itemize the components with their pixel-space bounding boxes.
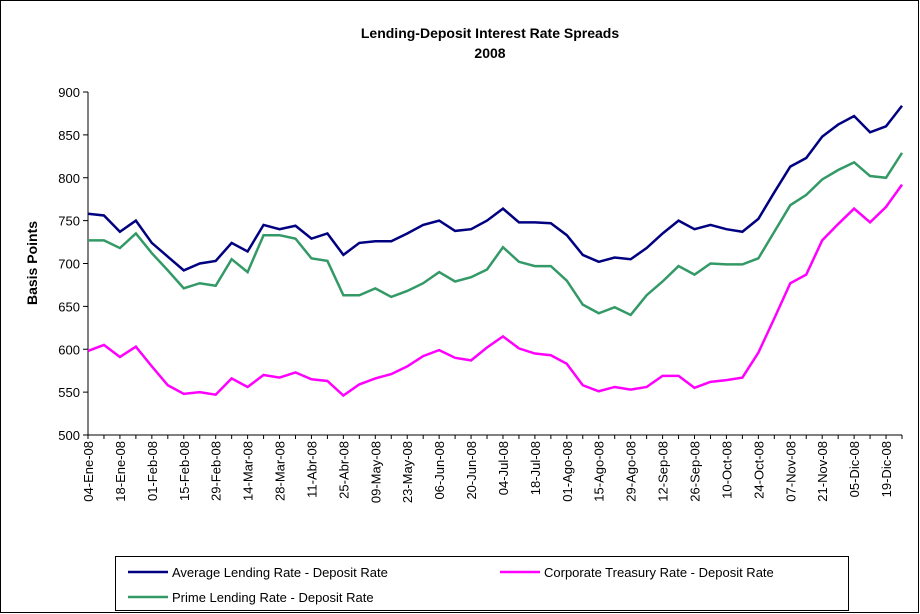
y-tick-label: 500 [58, 428, 80, 443]
chart-subtitle: 2008 [474, 45, 505, 61]
x-tick-label: 06-Jun-08 [432, 441, 447, 500]
x-tick-label: 07-Nov-08 [783, 441, 798, 502]
series-line [87, 104, 903, 272]
y-tick-label: 650 [58, 299, 80, 314]
legend-label: Prime Lending Rate - Deposit Rate [172, 590, 374, 605]
x-tick-label: 12-Sep-08 [656, 441, 671, 502]
y-tick-label: 850 [58, 128, 80, 143]
x-tick-label: 28-Mar-08 [273, 441, 288, 501]
x-tick-label: 11-Abr-08 [304, 441, 319, 498]
x-tick-label: 19-Dic-08 [879, 441, 894, 497]
x-tick-label: 15-Ago-08 [592, 441, 607, 502]
x-tick-label: 21-Nov-08 [815, 441, 830, 502]
y-tick-label: 750 [58, 214, 80, 229]
x-tick-label: 05-Dic-08 [847, 441, 862, 497]
y-tick-label: 900 [58, 85, 80, 100]
chart-title: Lending-Deposit Interest Rate Spreads [361, 25, 619, 41]
x-tick-label: 29-Ago-08 [624, 441, 639, 502]
x-tick-label: 01-Feb-08 [145, 441, 160, 501]
x-tick-label: 04-Jul-08 [496, 441, 511, 495]
y-tick-label: 550 [58, 385, 80, 400]
x-tick-label: 18-Ene-08 [113, 441, 128, 502]
series-line [88, 152, 904, 317]
y-tick-label: 700 [58, 257, 80, 272]
x-tick-label: 26-Sep-08 [688, 441, 703, 502]
legend [115, 556, 849, 611]
x-tick-label: 20-Jun-08 [464, 441, 479, 500]
x-tick-label: 24-Oct-08 [751, 441, 766, 499]
y-axis-label: Basis Points [24, 221, 40, 305]
y-tick-label: 800 [58, 171, 80, 186]
x-tick-label: 04-Ene-08 [81, 441, 96, 502]
x-tick-label: 10-Oct-08 [719, 441, 734, 499]
x-tick-label: 15-Feb-08 [177, 441, 192, 501]
x-tick-label: 18-Jul-08 [528, 441, 543, 495]
x-tick-label: 09-May-08 [368, 441, 383, 503]
x-tick-label: 25-Abr-08 [336, 441, 351, 499]
series-line [87, 183, 904, 398]
legend-label: Average Lending Rate - Deposit Rate [172, 565, 388, 580]
x-tick-label: 23-May-08 [400, 441, 415, 503]
legend-label: Corporate Treasury Rate - Deposit Rate [544, 565, 774, 580]
x-tick-label: 29-Feb-08 [209, 441, 224, 501]
y-tick-label: 600 [58, 342, 80, 357]
x-tick-label: 01-Ago-08 [560, 441, 575, 502]
x-tick-label: 14-Mar-08 [241, 441, 256, 501]
